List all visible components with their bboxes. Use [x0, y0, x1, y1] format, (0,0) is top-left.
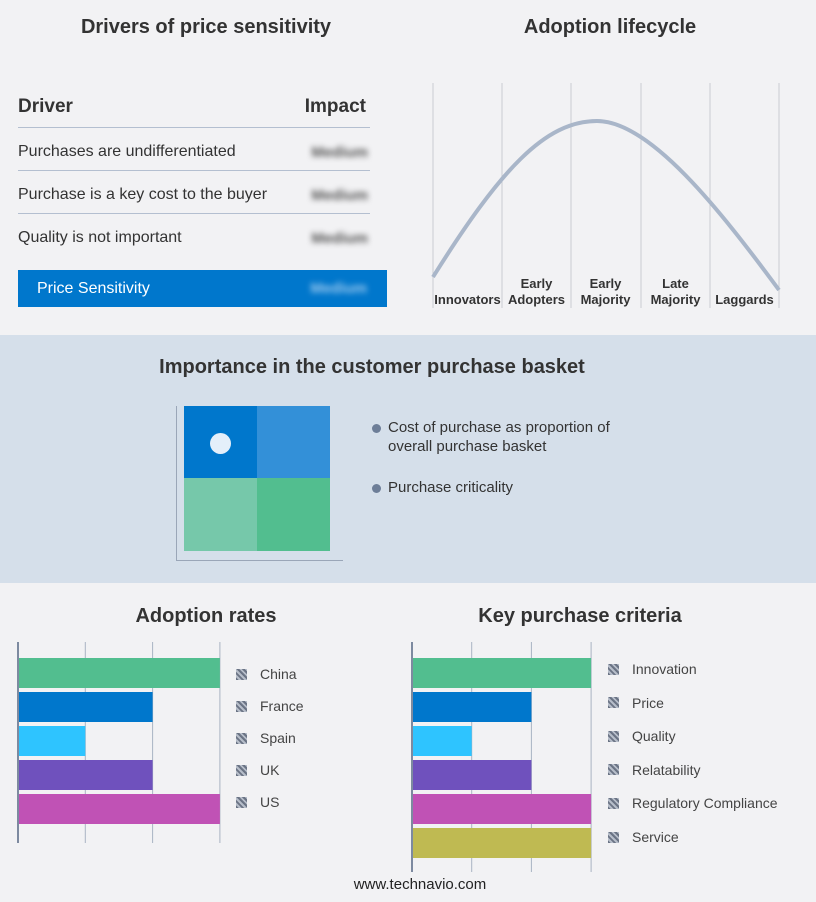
legend-swatch-icon [608, 831, 619, 843]
legend-swatch-icon [608, 797, 619, 809]
drivers-header: Driver Impact [18, 85, 370, 128]
legend-swatch-icon [236, 732, 247, 744]
legend-item: China [236, 666, 297, 682]
legend-label: Service [632, 829, 679, 845]
bar [18, 760, 153, 790]
bar [412, 692, 532, 722]
basket-title: Importance in the customer purchase bask… [159, 356, 585, 378]
footer-url[interactable]: www.technavio.com [353, 876, 487, 893]
legend-label: UK [260, 762, 280, 778]
lifecycle-title: Adoption lifecycle [523, 16, 697, 38]
legend-label: Spain [260, 730, 296, 746]
legend-label: Price [632, 694, 664, 711]
legend-swatch-icon [236, 796, 247, 808]
driver-column-header: Driver [18, 96, 73, 117]
bar [18, 794, 220, 824]
bar [412, 726, 472, 756]
legend-swatch-icon [236, 700, 247, 712]
legend-label: Regulatory Compliance [632, 795, 778, 812]
legend-item: UK [236, 762, 279, 778]
legend-item: Service [608, 829, 679, 845]
legend-swatch-icon [236, 668, 247, 680]
impact-column-header: Impact [304, 96, 366, 117]
bar [412, 658, 592, 688]
drivers-title: Drivers of price sensitivity [80, 16, 332, 38]
driver-name: Purchases are undifferentiated [18, 143, 236, 160]
bullet-criticality: Purchase criticality [371, 479, 514, 496]
legend-item: Regulatory Compliance [608, 795, 778, 811]
legend-swatch-icon [608, 663, 619, 675]
price-sensitivity-summary: Price Sensitivity Medium [18, 270, 387, 307]
lifecycle-chart [431, 83, 781, 308]
legend-item: US [236, 794, 279, 810]
stage-label: Late Majority [650, 276, 701, 307]
legend-label: China [260, 666, 297, 682]
driver-impact: Medium [311, 230, 368, 247]
summary-label: Price Sensitivity [37, 280, 150, 297]
legend-swatch-icon [236, 764, 247, 776]
driver-impact: Medium [311, 187, 368, 204]
legend-label: France [260, 698, 304, 714]
legend-item: Spain [236, 730, 296, 746]
legend-item: Quality [608, 728, 676, 744]
basket-section [0, 335, 816, 583]
legend-label: Innovation [632, 661, 697, 677]
legend-item: Relatability [608, 762, 700, 778]
adoption-title: Adoption rates [135, 605, 277, 627]
driver-row: Purchases are undifferentiated Medium [18, 128, 370, 171]
legend-label: US [260, 794, 280, 810]
marker-dot [210, 433, 231, 454]
matrix-quadrant [257, 478, 330, 551]
legend-label: Relatability [632, 761, 701, 778]
driver-row: Purchase is a key cost to the buyer Mediu… [18, 171, 370, 214]
kpc-title: Key purchase criteria [478, 605, 682, 627]
adoption-curve [431, 118, 781, 292]
driver-impact: Medium [311, 144, 368, 161]
driver-row: Quality is not important Medium [18, 214, 370, 256]
legend-item: Price [608, 695, 664, 711]
matrix-axis [176, 406, 343, 561]
legend-item: Innovation [608, 661, 697, 677]
bar [18, 692, 153, 722]
stage-label: Laggards [715, 292, 774, 307]
stage-label: Innovators [434, 292, 501, 307]
legend-swatch-icon [608, 697, 619, 709]
stage-label: Early Adopters [507, 276, 566, 307]
matrix-quadrant [257, 406, 330, 478]
driver-name: Purchase is a key cost to the buyer [18, 186, 268, 203]
stage-label: Early Majority [580, 276, 631, 307]
bar [412, 760, 532, 790]
matrix-quadrant [184, 478, 257, 551]
legend-label: Quality [632, 728, 676, 745]
legend-swatch-icon [608, 764, 619, 776]
driver-name: Quality is not important [18, 229, 182, 246]
bar [18, 726, 86, 756]
bar [18, 658, 220, 688]
bullet-cost: Cost of purchase as proportion of overal… [372, 418, 648, 456]
summary-impact: Medium [310, 280, 367, 297]
legend-swatch-icon [608, 730, 619, 742]
legend-item: France [236, 698, 304, 714]
bar [412, 794, 592, 824]
bar [412, 828, 592, 858]
